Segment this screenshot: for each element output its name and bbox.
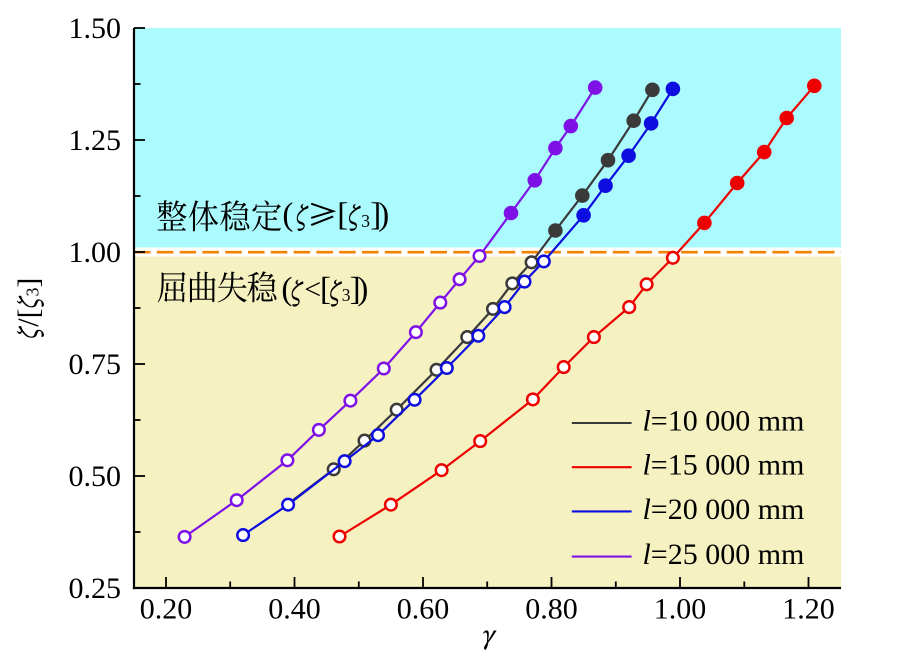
svg-text:3: 3: [361, 211, 370, 231]
svg-text:0.60: 0.60: [397, 593, 450, 626]
svg-text:l: l: [643, 493, 651, 526]
svg-text:l: l: [643, 538, 651, 571]
svg-text:3: 3: [342, 285, 351, 305]
svg-text:(: (: [282, 197, 293, 233]
svg-text:1.00: 1.00: [69, 236, 122, 269]
svg-text:(: (: [281, 272, 292, 308]
svg-text:[: [: [337, 197, 348, 233]
svg-text:<: <: [304, 273, 321, 306]
svg-text:1.25: 1.25: [69, 124, 122, 157]
svg-text:0.50: 0.50: [69, 460, 122, 493]
svg-text:l: l: [643, 449, 651, 482]
svg-text:=20 000 mm: =20 000 mm: [651, 493, 805, 526]
svg-text:]: ]: [370, 197, 381, 233]
svg-text:=25 000 mm: =25 000 mm: [651, 538, 805, 571]
svg-text:]: ]: [350, 272, 361, 308]
svg-text:=10 000 mm: =10 000 mm: [651, 405, 805, 438]
svg-text:0.25: 0.25: [69, 572, 122, 605]
svg-text:1.00: 1.00: [654, 593, 707, 626]
svg-text:0.40: 0.40: [268, 593, 321, 626]
svg-text:]: ]: [12, 278, 45, 288]
svg-text:[: [: [320, 272, 331, 308]
svg-text:): ): [378, 197, 389, 233]
svg-text:0.20: 0.20: [140, 593, 193, 626]
svg-text:0.75: 0.75: [69, 348, 122, 381]
svg-text:1.50: 1.50: [69, 12, 122, 45]
svg-text:1.20: 1.20: [782, 593, 835, 626]
svg-text:l: l: [643, 405, 651, 438]
svg-text:=15 000 mm: =15 000 mm: [651, 449, 805, 482]
svg-text:3: 3: [22, 287, 42, 296]
svg-text:): ): [357, 272, 368, 308]
svg-text:0.80: 0.80: [525, 593, 578, 626]
svg-text:/[: /[: [12, 308, 45, 326]
